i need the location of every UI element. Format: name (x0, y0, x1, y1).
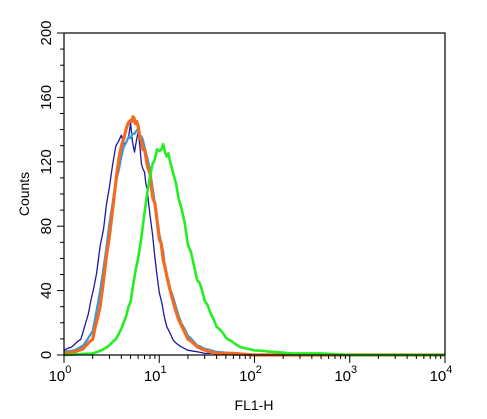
x-tick-label: 103 (334, 364, 357, 385)
series-layer (63, 115, 445, 357)
y-tick-label: 80 (38, 218, 55, 235)
x-axis-title: FL1-H (235, 397, 274, 413)
x-tick-label: 104 (430, 364, 453, 385)
series-line-3 (63, 115, 445, 357)
y-tick-label: 40 (38, 282, 55, 299)
plot-frame (63, 32, 446, 356)
x-tick-label: 101 (144, 364, 167, 385)
x-tick-label: 100 (49, 364, 72, 385)
y-tick-label: 200 (38, 20, 55, 45)
y-tick-label: 120 (38, 149, 55, 174)
series-line-4 (63, 142, 445, 357)
y-tick-label: 0 (38, 351, 55, 359)
series-line-2 (63, 127, 445, 357)
x-tick-label: 102 (239, 364, 262, 385)
y-axis-title: Counts (16, 172, 32, 216)
y-tick-label: 160 (38, 85, 55, 110)
tick-layer: 0 40 80 120 160 200 100 101 102 103 104 (38, 20, 452, 385)
